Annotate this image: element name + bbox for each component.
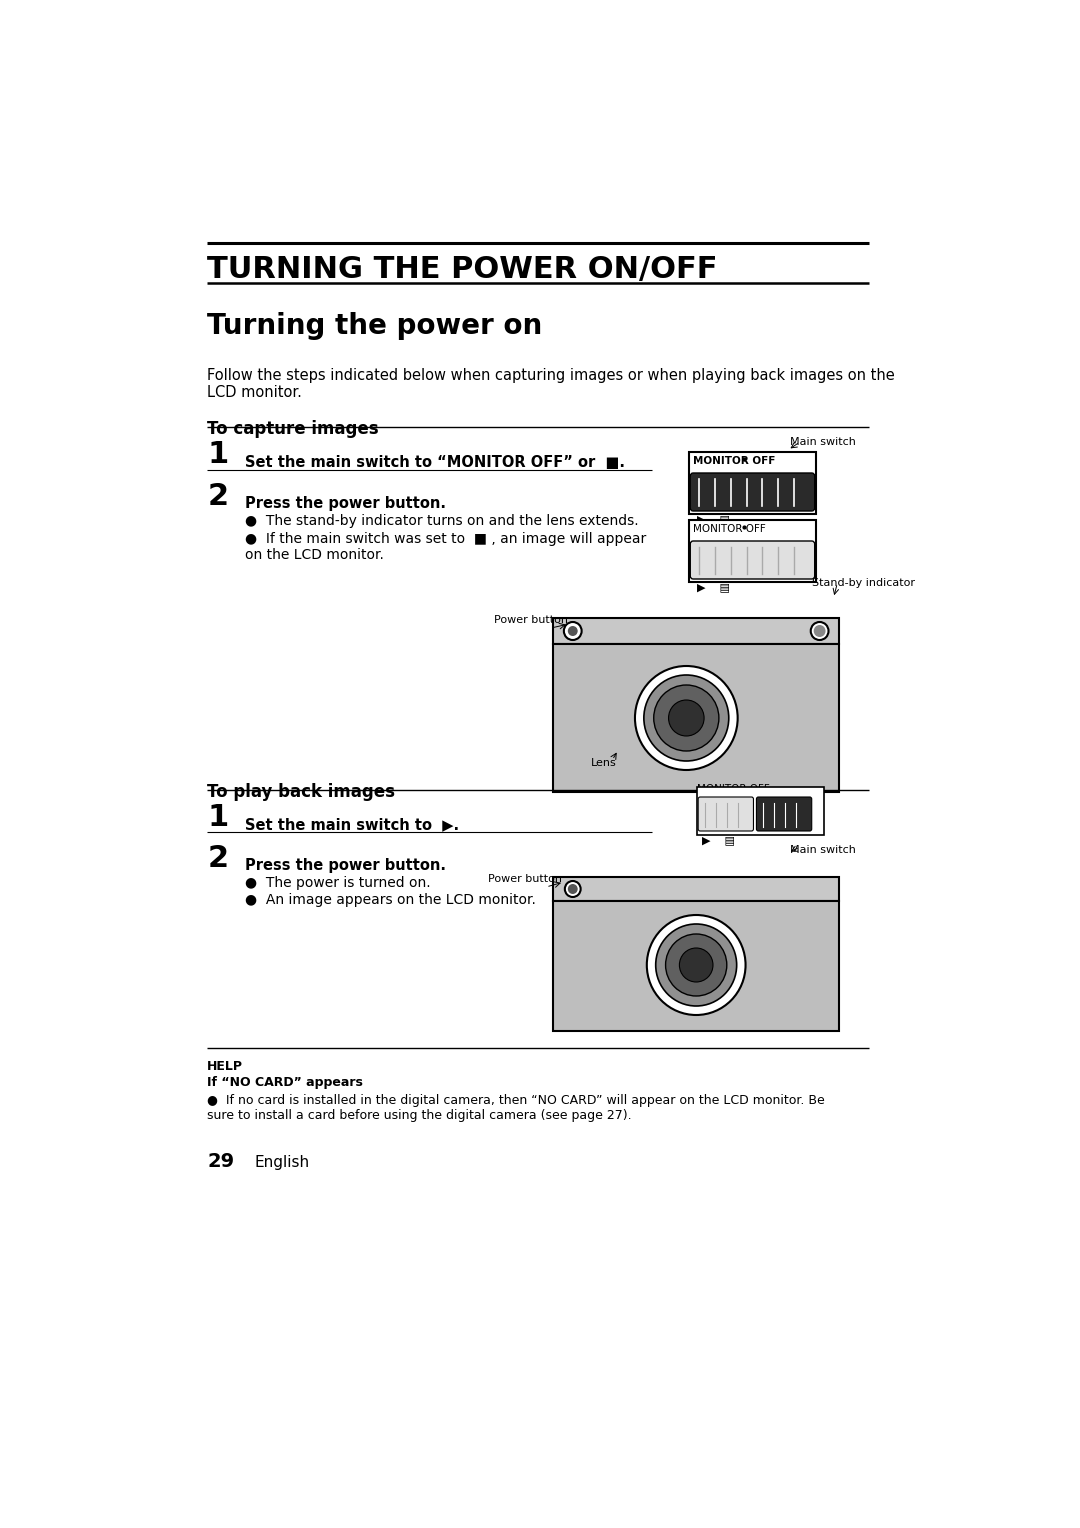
Bar — [698, 787, 824, 834]
Text: MONITOR OFF: MONITOR OFF — [693, 524, 766, 533]
FancyBboxPatch shape — [690, 541, 814, 579]
Text: ●  The stand-by indicator turns on and the lens extends.: ● The stand-by indicator turns on and th… — [245, 513, 638, 529]
Text: ●  If no card is installed in the digital camera, then “NO CARD” will appear on : ● If no card is installed in the digital… — [207, 1094, 825, 1122]
Text: ▶    ▤: ▶ ▤ — [702, 834, 735, 845]
Text: ●  An image appears on the LCD monitor.: ● An image appears on the LCD monitor. — [245, 892, 536, 908]
Text: Press the power button.: Press the power button. — [245, 497, 446, 510]
Circle shape — [568, 885, 578, 894]
Text: Power button: Power button — [494, 614, 568, 625]
Circle shape — [653, 685, 719, 750]
Circle shape — [565, 882, 581, 897]
Text: Stand-by indicator: Stand-by indicator — [812, 578, 915, 588]
Text: 2: 2 — [207, 481, 229, 510]
Circle shape — [669, 700, 704, 736]
Text: 2: 2 — [207, 843, 229, 872]
Text: To play back images: To play back images — [207, 782, 395, 801]
Text: ▶    ▤: ▶ ▤ — [698, 582, 730, 591]
Text: If “NO CARD” appears: If “NO CARD” appears — [207, 1076, 363, 1089]
Text: Press the power button.: Press the power button. — [245, 859, 446, 872]
Circle shape — [656, 924, 737, 1005]
Text: 1: 1 — [207, 440, 229, 469]
Text: Follow the steps indicated below when capturing images or when playing back imag: Follow the steps indicated below when ca… — [207, 368, 895, 400]
Text: ●  The power is turned on.: ● The power is turned on. — [245, 876, 431, 889]
Text: Main switch: Main switch — [789, 845, 855, 856]
Circle shape — [813, 625, 825, 637]
Text: English: English — [255, 1155, 310, 1170]
Text: 29: 29 — [207, 1152, 234, 1170]
FancyBboxPatch shape — [698, 798, 754, 831]
Text: TURNING THE POWER ON/OFF: TURNING THE POWER ON/OFF — [207, 255, 718, 284]
Bar — [689, 520, 815, 582]
Circle shape — [647, 915, 745, 1015]
Bar — [553, 877, 839, 902]
Text: HELP: HELP — [207, 1060, 243, 1073]
Text: Set the main switch to  ▶.: Set the main switch to ▶. — [245, 817, 459, 833]
Text: MONITOR OFF: MONITOR OFF — [698, 784, 770, 795]
Bar — [553, 902, 839, 1031]
Circle shape — [568, 626, 578, 636]
FancyBboxPatch shape — [756, 798, 812, 831]
Bar — [553, 617, 839, 643]
Circle shape — [644, 675, 729, 761]
Text: Lens: Lens — [591, 758, 617, 769]
Circle shape — [635, 666, 738, 770]
Circle shape — [564, 622, 582, 640]
FancyBboxPatch shape — [690, 474, 814, 510]
Text: Power button: Power button — [488, 874, 562, 885]
Circle shape — [679, 947, 713, 983]
Text: 1: 1 — [207, 804, 229, 833]
Circle shape — [811, 622, 828, 640]
Text: ▶    ▤: ▶ ▤ — [698, 513, 730, 524]
Text: Turning the power on: Turning the power on — [207, 312, 542, 341]
Bar — [553, 643, 839, 792]
Text: To capture images: To capture images — [207, 420, 379, 439]
Text: ●  If the main switch was set to  ■ , an image will appear
on the LCD monitor.: ● If the main switch was set to ■ , an i… — [245, 532, 646, 562]
Text: MONITOR OFF: MONITOR OFF — [693, 455, 775, 466]
Text: Main switch: Main switch — [789, 437, 855, 448]
Text: Set the main switch to “MONITOR OFF” or  ■.: Set the main switch to “MONITOR OFF” or … — [245, 455, 625, 471]
Bar — [689, 452, 815, 513]
Circle shape — [665, 934, 727, 996]
